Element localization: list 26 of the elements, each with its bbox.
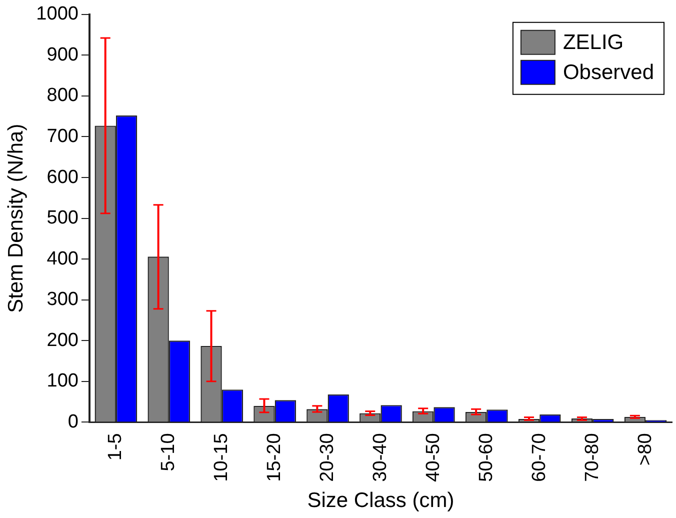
y-tick-label: 100 [46,370,78,392]
x-tick-label: 70-80 [582,433,603,482]
x-tick-label: 5-10 [158,433,180,472]
legend-label: ZELIG [562,31,624,54]
y-tick-label: 400 [46,248,78,270]
y-tick-label: 0 [68,411,78,432]
x-tick-label: 50-60 [476,433,497,482]
y-tick-label: 700 [46,126,78,147]
legend-label: Observed [562,61,654,84]
x-tick-label: 30-40 [370,433,391,482]
y-tick-label: 500 [46,208,78,229]
y-tick-label: 1000 [36,4,78,25]
x-tick-label: 40-50 [422,433,444,482]
x-axis-title: Size Class (cm) [307,489,454,512]
y-tick-label: 600 [46,166,78,188]
x-tick-label: 1-5 [105,433,126,461]
x-tick-label: 10-15 [211,433,232,482]
x-tick-label: 15-20 [264,433,286,482]
x-tick-label: 20-30 [317,433,338,482]
x-tick-label: >80 [634,433,656,466]
x-tick-label: 60-70 [528,433,550,482]
y-tick-label: 300 [46,289,78,310]
y-tick-label: 800 [46,85,78,106]
y-axis-title: Stem Density (N/ha) [4,124,28,313]
y-tick-label: 200 [46,330,78,351]
y-tick-label: 900 [46,44,78,66]
